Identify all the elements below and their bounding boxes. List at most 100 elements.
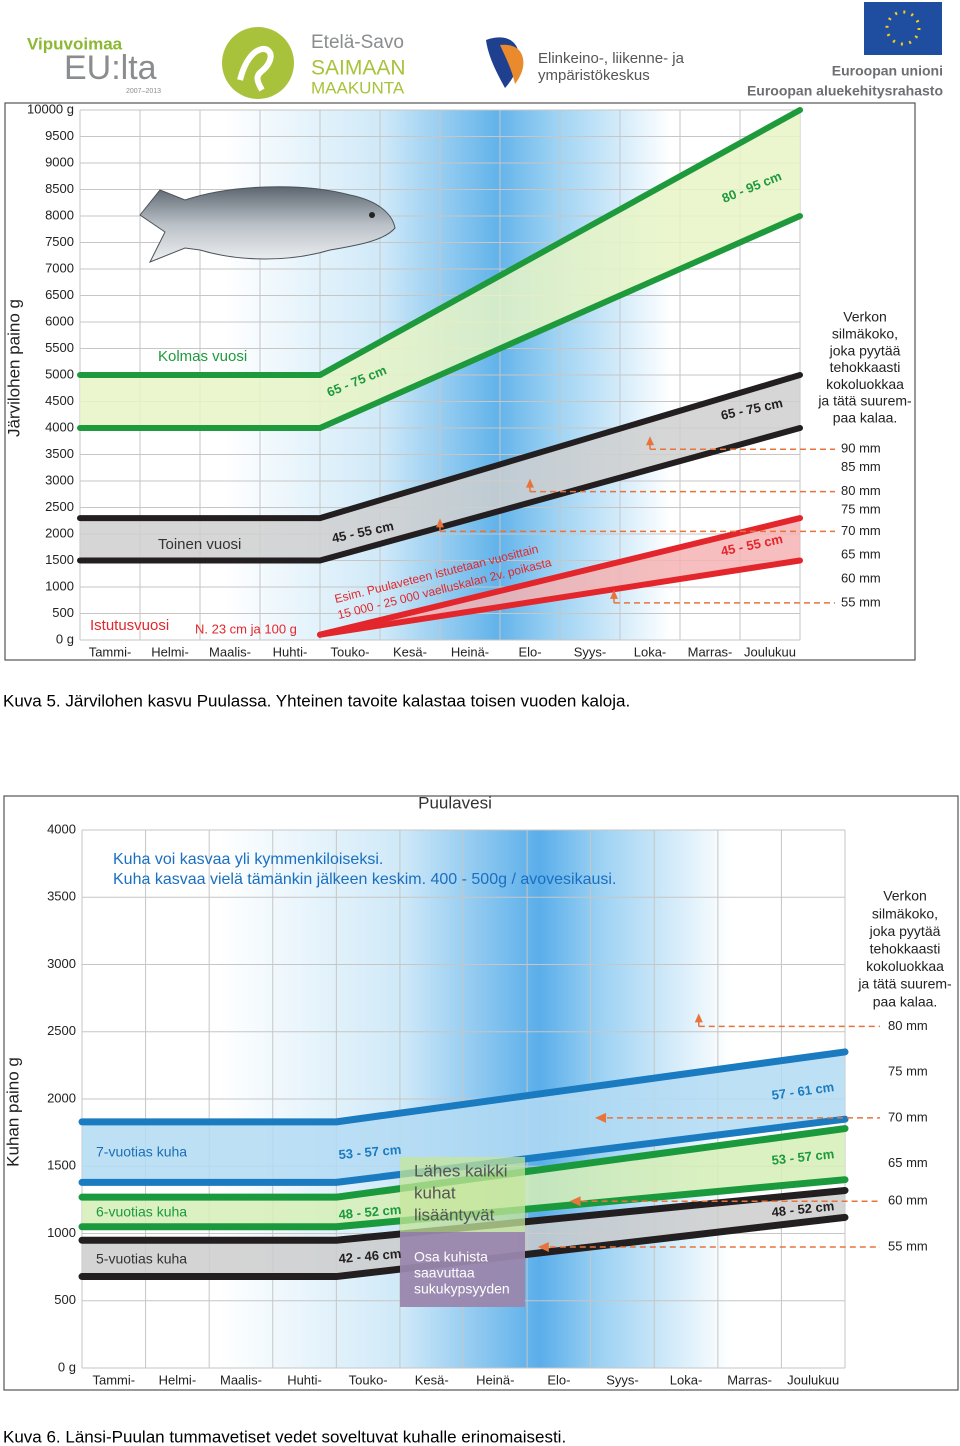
mesh-label: 80 mm: [841, 483, 881, 498]
x-tick-label: Elo-: [518, 644, 541, 659]
mesh-label: 55 mm: [888, 1238, 928, 1253]
x-tick-label: Loka-: [634, 644, 667, 659]
mesh-note: ja tätä suurem-: [817, 393, 912, 409]
y-tick-label: 8500: [45, 181, 74, 196]
x-tick-label: Tammi-: [92, 1372, 135, 1387]
y-tick-label: 3000: [45, 472, 74, 487]
mesh-arrow: [595, 1112, 607, 1123]
y-tick-label: 3500: [45, 446, 74, 461]
mesh-note: joka pyytää: [869, 923, 941, 939]
y-tick-label: 8000: [45, 207, 74, 222]
logo-text: EU:lta: [64, 49, 157, 87]
x-tick-label: Touko-: [330, 644, 369, 659]
band-name: 5-vuotias kuha: [96, 1251, 187, 1267]
annotation: Osa kuhista: [414, 1249, 488, 1265]
band-line: [78, 1125, 849, 1201]
mesh-note: joka pyytää: [829, 342, 901, 358]
logo-text: 2007–2013: [126, 88, 161, 95]
y-tick-label: 7000: [45, 260, 74, 275]
band-fill: [82, 1128, 845, 1227]
band-fill: [82, 1051, 845, 1183]
logo-text: ympäristökeskus: [538, 67, 650, 84]
mesh-label: 90 mm: [841, 441, 881, 456]
mesh-arrow: [436, 518, 444, 528]
band-line: [77, 372, 803, 522]
annotation: Kuha kasvaa vielä tämänkin jälkeen keski…: [113, 871, 616, 888]
annotation: saavuttaa: [414, 1265, 475, 1281]
x-tick-label: Heinä-: [451, 644, 489, 659]
logo-etela-savo: Etelä-Savo SAIMAAN MAAKUNTA: [222, 27, 406, 99]
x-tick-label: Joulukuu: [787, 1372, 839, 1387]
x-tick-label: Joulukuu: [744, 644, 796, 659]
x-tick-label: Helmi-: [159, 1372, 197, 1387]
annotation: 48 - 52 cm: [338, 1202, 402, 1222]
x-tick-label: Touko-: [349, 1372, 388, 1387]
logo-eu: Euroopan unioni Euroopan aluekehitysraha…: [747, 2, 943, 99]
band-line: [77, 425, 803, 564]
mesh-note: paa kalaa.: [833, 410, 898, 426]
mesh-label: 70 mm: [841, 523, 881, 538]
y-tick-label: 0 g: [58, 1359, 76, 1374]
y-tick-label: 5000: [45, 366, 74, 381]
annotation: Kuha voi kasvaa yli kymmenkiloiseksi.: [113, 851, 383, 868]
y-tick-label: 1000: [45, 578, 74, 593]
mesh-note: Verkon: [843, 309, 887, 325]
x-tick-label: Tammi-: [89, 644, 132, 659]
y-tick-label: 6500: [45, 287, 74, 302]
logo-text: Euroopan aluekehitysrahasto: [747, 83, 943, 99]
mesh-arrow: [569, 1196, 581, 1207]
y-tick-label: 2000: [45, 525, 74, 540]
eu-flag: [864, 2, 942, 55]
band-line: [77, 107, 803, 378]
x-tick-label: Marras-: [688, 644, 733, 659]
band-name: 7-vuotias kuha: [96, 1144, 187, 1160]
logo-ely: Elinkeino-, liikenne- ja ympäristökeskus: [486, 37, 685, 88]
y-axis-label: Kuhan paino g: [3, 1057, 22, 1167]
band-line: [78, 1186, 849, 1244]
band-line: [317, 557, 803, 638]
y-tick-label: 5500: [45, 340, 74, 355]
x-tick-label: Marras-: [727, 1372, 772, 1387]
x-tick-label: Huhti-: [273, 644, 308, 659]
mesh-note: Verkon: [883, 888, 927, 904]
mesh-label: 60 mm: [841, 570, 881, 585]
annotation: kuhat: [414, 1183, 456, 1202]
band-name: 6-vuotias kuha: [96, 1204, 187, 1220]
mesh-note: kokoluokkaa: [826, 376, 904, 392]
y-tick-label: 1500: [47, 1158, 76, 1173]
band-line: [78, 1213, 849, 1281]
annotation: lisääntyvät: [414, 1205, 495, 1224]
mesh-label: 75 mm: [888, 1064, 928, 1079]
mesh-label: 65 mm: [841, 547, 881, 562]
x-tick-label: Kesä-: [415, 1372, 449, 1387]
mesh-label: 70 mm: [888, 1109, 928, 1124]
annotation: Lähes kaikki: [414, 1161, 508, 1180]
annotation: 42 - 46 cm: [338, 1246, 402, 1266]
annotation: 53 - 57 cm: [338, 1142, 402, 1162]
logo-text: Etelä-Savo: [311, 32, 404, 53]
x-tick-label: Helmi-: [151, 644, 189, 659]
logo-circle: [222, 27, 294, 99]
info-box: [400, 1232, 525, 1307]
chart-title: Puulavesi: [418, 793, 492, 812]
x-tick-label: Kesä-: [393, 644, 427, 659]
y-tick-label: 1500: [45, 552, 74, 567]
y-tick-label: 500: [52, 605, 74, 620]
logo-text: Elinkeino-, liikenne- ja: [538, 50, 685, 67]
mesh-note: ja tätä suurem-: [857, 976, 952, 992]
mesh-note: tehokkaasti: [830, 359, 901, 375]
mesh-note: tehokkaasti: [870, 941, 941, 957]
band-fill: [80, 110, 800, 428]
mesh-arrow: [610, 589, 618, 599]
y-tick-label: 2500: [47, 1023, 76, 1038]
mesh-arrow: [526, 478, 534, 488]
mesh-label: 60 mm: [888, 1193, 928, 1208]
mesh-label: 80 mm: [888, 1018, 928, 1033]
mesh-arrow: [537, 1241, 549, 1252]
y-tick-label: 7500: [45, 234, 74, 249]
band-name: Kolmas vuosi: [158, 348, 247, 365]
fish-illustration: [139, 186, 396, 263]
y-tick-label: 3500: [47, 889, 76, 904]
y-tick-label: 500: [54, 1292, 76, 1307]
